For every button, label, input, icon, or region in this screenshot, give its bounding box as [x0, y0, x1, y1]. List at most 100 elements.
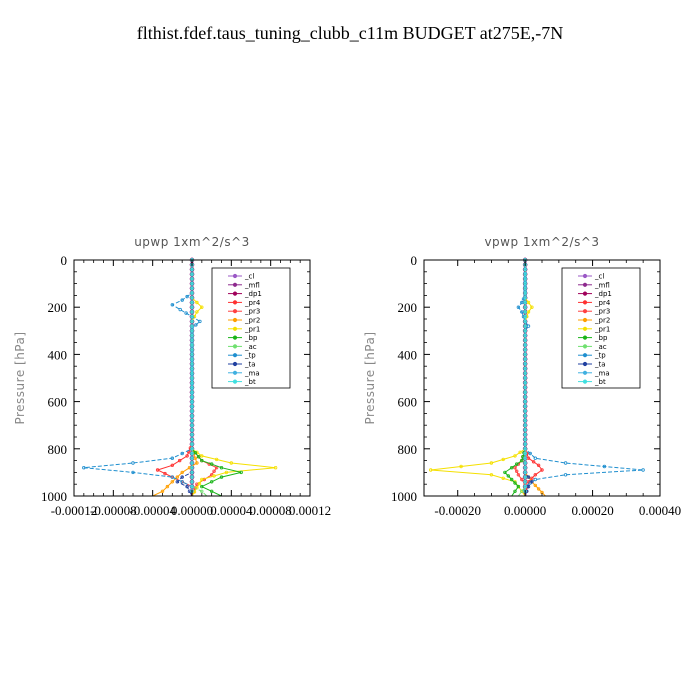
data-point [193, 451, 197, 455]
data-point [530, 476, 534, 480]
data-point [190, 423, 194, 427]
data-point [515, 462, 519, 466]
data-point [190, 362, 194, 366]
data-point [190, 404, 194, 408]
legend-marker [232, 317, 238, 323]
series-line [191, 260, 242, 497]
data-point [190, 366, 194, 371]
legend-marker [582, 273, 588, 279]
data-point [190, 466, 194, 470]
data-point [178, 307, 182, 312]
data-point [533, 477, 537, 482]
legend-label: _tp [594, 352, 606, 360]
data-point [190, 480, 194, 484]
legend-label: _bt [244, 378, 256, 386]
data-point [523, 277, 527, 281]
legend-marker [582, 379, 588, 384]
data-point [533, 456, 537, 460]
legend-marker [232, 291, 238, 296]
legend-item: _bt [228, 378, 256, 386]
data-point [200, 305, 204, 309]
legend-label: _cl [594, 273, 604, 281]
data-point [523, 395, 527, 399]
data-point [197, 481, 202, 486]
legend-item: _tp [578, 352, 606, 360]
legend-label: _pr3 [244, 308, 260, 316]
data-point [239, 470, 243, 475]
data-point [523, 484, 527, 489]
data-point [200, 454, 204, 458]
data-point [540, 468, 544, 472]
data-point [523, 409, 527, 413]
legend-item: _bt [578, 378, 606, 386]
data-point [520, 458, 524, 463]
data-point [184, 311, 188, 315]
legend-box [561, 267, 641, 389]
data-point [180, 480, 184, 484]
data-point [190, 338, 194, 342]
legend-marker [582, 309, 588, 314]
data-point [459, 464, 463, 469]
data-point [190, 352, 194, 357]
data-point [513, 481, 517, 485]
legend-marker [582, 282, 588, 287]
data-point [177, 458, 182, 463]
data-point [190, 414, 194, 418]
legend-item: _ma [578, 369, 610, 377]
data-point [523, 371, 527, 375]
data-point [190, 456, 194, 460]
data-point [200, 458, 204, 463]
y-tick-label: 200 [398, 300, 418, 315]
y-tick-label: 200 [48, 300, 68, 315]
x-tick-label: 0.00004 [210, 503, 253, 518]
data-point [526, 484, 531, 489]
data-point [506, 474, 510, 478]
data-point [195, 310, 199, 314]
data-point [195, 486, 199, 490]
data-point [523, 286, 527, 290]
data-point [523, 437, 527, 442]
data-point [190, 437, 194, 442]
y-tick-label: 1000 [391, 489, 417, 504]
legend-item: _dp1 [578, 290, 612, 298]
data-point [82, 466, 86, 470]
legend-item: _pr2 [228, 317, 260, 325]
series-bp [503, 258, 527, 497]
data-point [520, 300, 524, 305]
legend-label: _tp [244, 352, 256, 360]
data-point [523, 466, 527, 470]
data-point [523, 319, 527, 324]
data-point [513, 454, 517, 458]
data-point [523, 314, 527, 319]
data-point [190, 395, 194, 399]
data-point [523, 310, 527, 314]
data-point [200, 484, 204, 489]
y-tick-label: 800 [398, 442, 418, 457]
data-point [190, 296, 194, 300]
series-pr4 [155, 258, 194, 496]
legend-marker [582, 317, 588, 323]
data-point [190, 300, 194, 305]
data-point [190, 381, 194, 385]
legend-marker [232, 282, 238, 287]
data-point [194, 323, 198, 327]
series-pr1 [429, 258, 534, 497]
data-point [170, 480, 174, 484]
data-point [190, 281, 194, 286]
data-point [523, 414, 527, 418]
data-point [523, 333, 527, 338]
data-point [190, 442, 194, 446]
y-axis-label: Pressure [hPa] [363, 331, 377, 424]
series-line [156, 260, 193, 496]
data-point [214, 457, 219, 462]
data-point [489, 461, 494, 465]
data-point [273, 466, 278, 470]
data-point [219, 475, 224, 479]
data-point [526, 300, 531, 305]
data-point [521, 455, 525, 459]
data-point [513, 466, 517, 470]
data-point [190, 399, 194, 404]
legend-marker [582, 353, 588, 358]
legend-item: _mfl [228, 281, 260, 289]
